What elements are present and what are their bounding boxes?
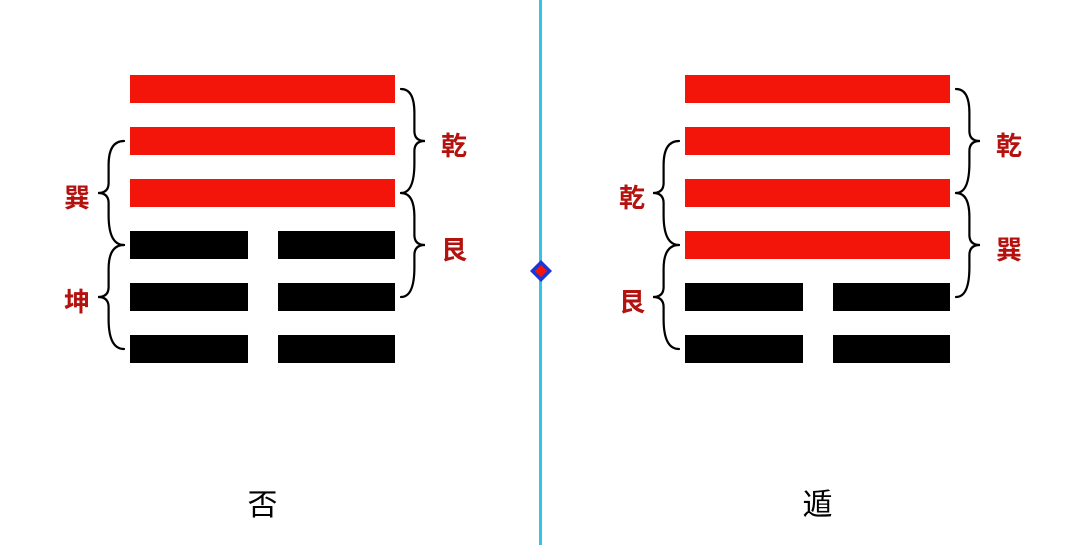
brace-left-2 [96, 137, 126, 249]
yin-line-left [130, 283, 248, 311]
yin-line-right [278, 283, 396, 311]
trigram-label-left-2: 巽 [64, 178, 90, 215]
brace-right-2 [651, 137, 681, 249]
yin-line-right [833, 283, 951, 311]
yang-line [130, 179, 395, 207]
brace-right-0 [954, 85, 984, 197]
yin-line-right [833, 335, 951, 363]
yin-line-right [278, 231, 396, 259]
hex-right-line-0 [685, 75, 950, 103]
trigram-label-left-3: 坤 [64, 282, 90, 319]
yang-line [130, 75, 395, 103]
hex-right-line-5 [685, 335, 950, 363]
hex-left-line-3 [130, 231, 395, 259]
yin-line-right [278, 335, 396, 363]
hex-left-line-4 [130, 283, 395, 311]
yang-line [130, 127, 395, 155]
yin-line-left [685, 335, 803, 363]
brace-left-3 [96, 241, 126, 353]
yin-line-left [130, 231, 248, 259]
yin-line-left [685, 283, 803, 311]
hex-left-line-0 [130, 75, 395, 103]
hexagram-title-left: 否 [163, 480, 363, 524]
yin-line-left [130, 335, 248, 363]
brace-left-1 [399, 189, 429, 301]
diagram-canvas: 乾艮巽坤否乾巽乾艮遁 [0, 0, 1080, 545]
trigram-label-right-3: 艮 [619, 282, 645, 319]
trigram-label-right-1: 巽 [996, 230, 1022, 267]
brace-right-1 [954, 189, 984, 301]
hex-right-line-1 [685, 127, 950, 155]
brace-right-3 [651, 241, 681, 353]
hex-left-line-2 [130, 179, 395, 207]
yang-line [685, 231, 950, 259]
hexagram-title-right: 遁 [718, 480, 918, 524]
yang-line [685, 127, 950, 155]
trigram-label-right-0: 乾 [996, 126, 1022, 163]
yang-line [685, 75, 950, 103]
hex-right-line-4 [685, 283, 950, 311]
trigram-label-left-0: 乾 [441, 126, 467, 163]
yang-line [685, 179, 950, 207]
hex-right-line-3 [685, 231, 950, 259]
hex-right-line-2 [685, 179, 950, 207]
trigram-label-right-2: 乾 [619, 178, 645, 215]
hex-left-line-1 [130, 127, 395, 155]
trigram-label-left-1: 艮 [441, 230, 467, 267]
hex-left-line-5 [130, 335, 395, 363]
center-marker-icon [530, 260, 552, 282]
brace-left-0 [399, 85, 429, 197]
